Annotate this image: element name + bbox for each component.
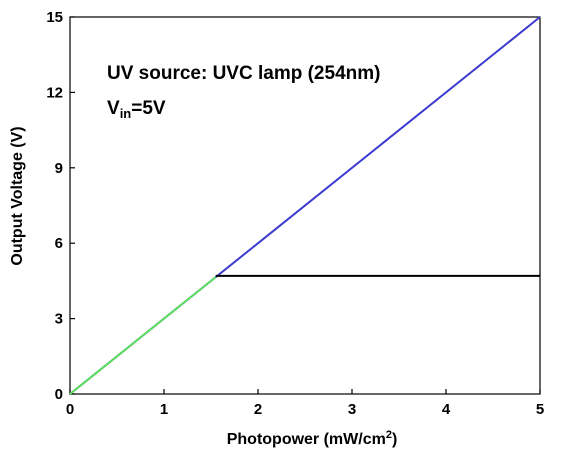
x-axis-label: Photopower (mW/cm2)	[227, 429, 398, 448]
source-annotation: UV source: UVC lamp (254nm)	[107, 63, 380, 84]
x-tick-label: 0	[66, 401, 74, 418]
vin-annotation: Vin=5V	[107, 98, 166, 121]
series-line	[69, 276, 217, 395]
x-tick-label: 3	[348, 401, 356, 418]
y-axis-label: Output Voltage (V)	[9, 126, 26, 265]
x-tick-label: 4	[442, 401, 451, 418]
y-tick-label: 3	[55, 311, 63, 328]
y-tick-label: 9	[55, 160, 63, 177]
y-tick-label: 12	[46, 84, 63, 101]
y-tick-label: 0	[55, 386, 63, 403]
y-tick-label: 6	[55, 235, 63, 252]
data-series	[69, 16, 541, 395]
x-tick-label: 2	[254, 401, 262, 418]
x-tick-label: 1	[160, 401, 168, 418]
x-tick-label: 5	[536, 401, 544, 418]
plot-frame	[69, 16, 541, 395]
y-tick-label: 15	[46, 9, 63, 26]
axes	[69, 16, 541, 395]
